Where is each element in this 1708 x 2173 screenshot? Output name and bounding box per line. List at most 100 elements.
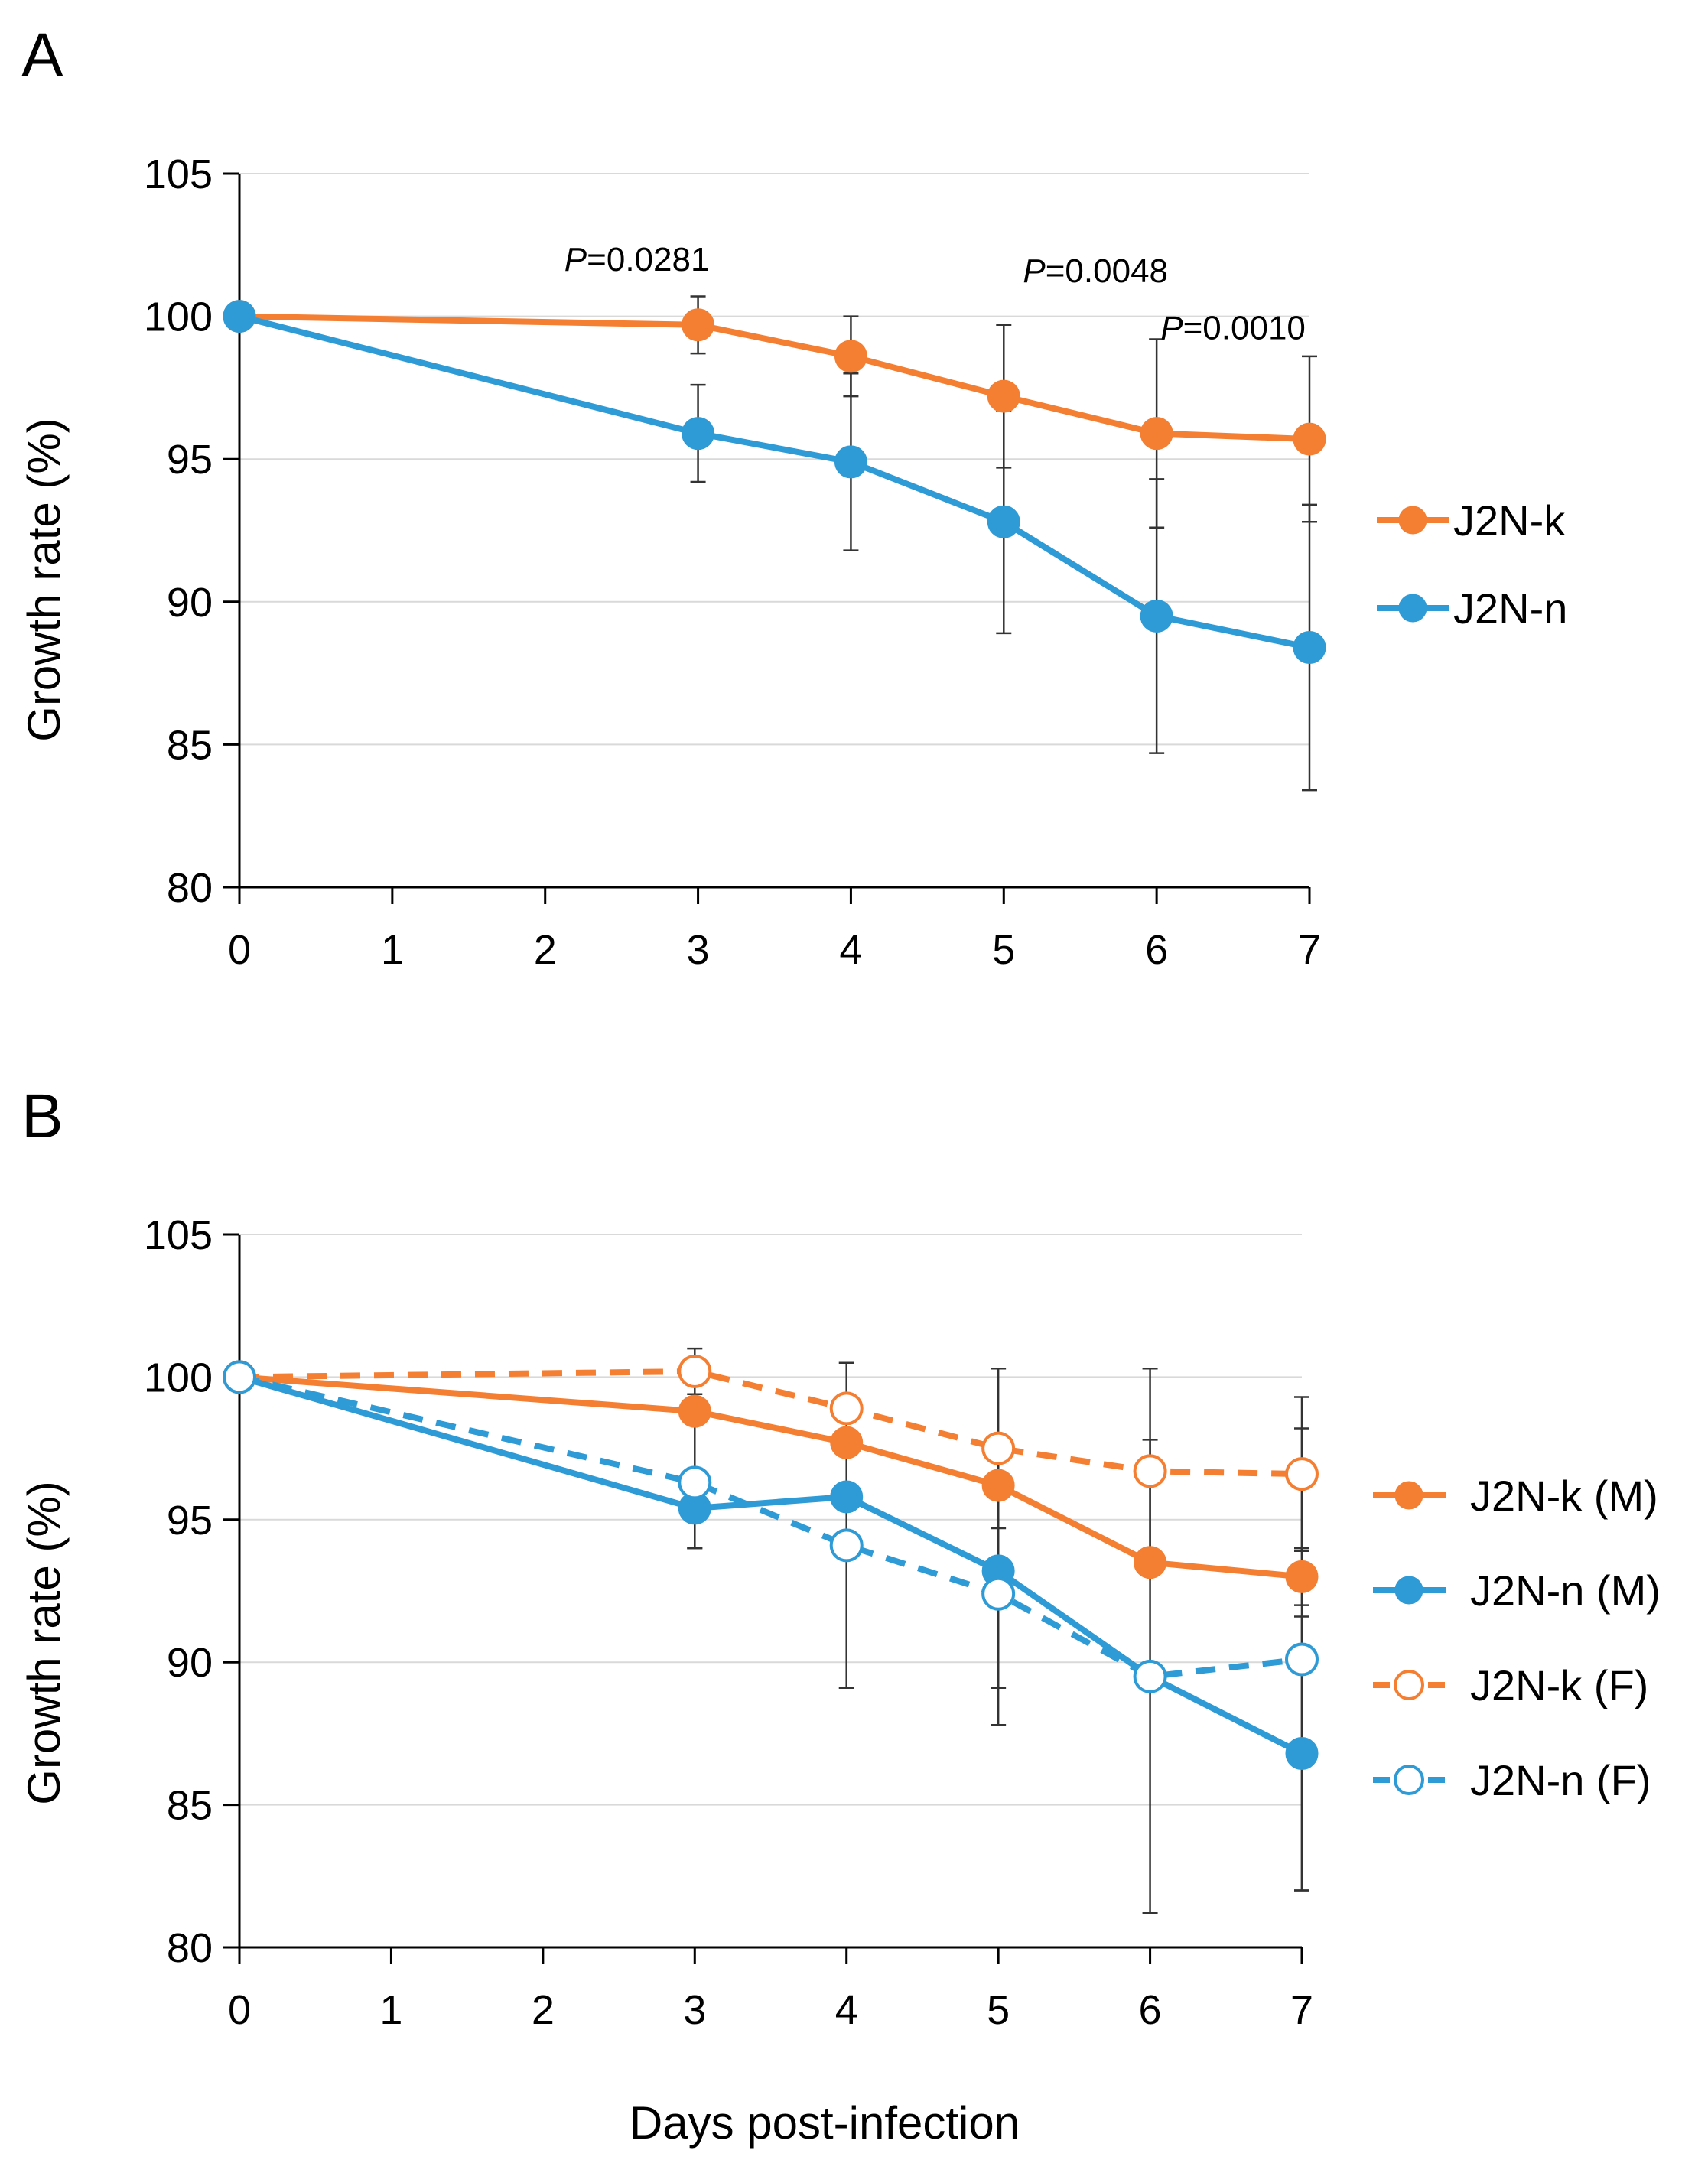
data-point [981,1576,1016,1611]
data-point [1285,1560,1319,1593]
legend-swatch-marker [1398,594,1427,623]
series-line [239,1368,1303,1478]
legend-label: J2N-k [1453,496,1566,545]
data-point [1140,417,1173,451]
data-point [987,505,1020,538]
x-tick-label: 2 [534,927,557,973]
legend-item: J2N-n (F) [1373,1756,1651,1804]
panel-a: A Growth rate (%) 80 85 90 95 100 105 0 1 2 3 4 5 6 7… [18,21,1567,973]
x-tick-label: 1 [379,1987,402,2033]
y-tick-label: 105 [144,1212,213,1258]
data-point [223,300,256,333]
x-tick-label: 7 [1298,927,1321,973]
data-point [682,417,715,451]
legend-swatch-marker [1394,1670,1424,1700]
y-tick-label: 85 [167,722,213,768]
data-point [1133,1659,1167,1693]
x-tick-label: 5 [992,927,1015,973]
x-tick-label: 3 [683,1987,706,2033]
y-tick-label: 100 [144,294,213,340]
legend-swatch-marker [1398,506,1427,535]
x-tick-label: 1 [381,927,404,973]
legend-item: J2N-n [1377,584,1567,633]
data-point [1293,631,1326,665]
legend-label: J2N-n (M) [1470,1566,1661,1615]
data-point [1285,1457,1319,1491]
series-line [239,313,1310,443]
p-value-number: =0.0281 [587,241,709,278]
p-value-symbol: P [1160,309,1183,346]
panel-b-y-axis-title: Growth rate (%) [18,1481,70,1804]
data-point [223,1360,256,1394]
legend-label: J2N-k (F) [1470,1661,1648,1709]
panel-a-legend: J2N-k J2N-n [1377,496,1567,633]
data-point [834,445,867,479]
y-tick-label: 85 [167,1783,213,1829]
series-line [239,313,1310,651]
panel-a-y-axis-title: Growth rate (%) [18,418,70,741]
data-point [682,308,715,342]
y-tick-label: 90 [167,580,213,626]
series-line [239,1374,1303,1580]
x-tick-label: 2 [532,1987,555,2033]
data-point [1140,599,1173,633]
data-point [830,1426,864,1459]
y-tick-label: 80 [167,865,213,911]
x-tick-label: 4 [839,927,862,973]
p-value-number: =0.0010 [1183,309,1306,346]
y-tick-label: 90 [167,1640,213,1686]
data-point [1133,1454,1167,1488]
data-point [981,1431,1016,1465]
x-tick-label: 5 [987,1987,1010,2033]
x-axis-title: Days post-infection [630,2097,1020,2149]
legend-item: J2N-k (F) [1373,1661,1648,1709]
panel-b: B Growth rate (%) 80 85 90 95 100 105 0 1 2 3 4 5 6 7… [18,1082,1661,2033]
data-point [1293,422,1326,456]
p-value-label: P=0.0010 [1160,309,1306,346]
y-tick-label: 95 [167,1498,213,1544]
x-tick-label: 0 [228,927,251,973]
x-tick-label: 0 [228,1987,251,2033]
x-tick-label: 4 [835,1987,858,2033]
data-point [1285,1642,1319,1677]
p-value-label: P=0.0048 [1023,252,1168,290]
data-point [678,1394,711,1428]
panel-b-letter: B [21,1082,63,1151]
legend-label: J2N-n [1453,584,1567,633]
data-point [830,1480,864,1514]
legend-swatch-marker [1394,1765,1424,1795]
data-point [834,340,867,373]
legend-item: J2N-k [1377,496,1566,545]
panel-b-legend: J2N-k (M) J2N-n (M) J2N-k (F) J2N-n (F) [1373,1472,1661,1804]
legend-label: J2N-n (F) [1470,1756,1651,1804]
y-tick-label: 95 [167,437,213,483]
p-value-label: P=0.0281 [564,241,710,278]
data-point [987,379,1020,413]
data-point [1285,1736,1319,1770]
p-value-number: =0.0048 [1046,252,1168,290]
legend-item: J2N-n (M) [1373,1566,1661,1615]
p-value-symbol: P [1023,252,1046,290]
data-point [829,1391,864,1426]
x-tick-label: 3 [687,927,710,973]
data-point [829,1528,864,1563]
data-point [678,1465,712,1500]
legend-swatch-marker [1394,1481,1423,1510]
series-line [238,1374,1303,1757]
data-point [1134,1546,1167,1579]
legend-label: J2N-k (M) [1470,1472,1658,1520]
x-tick-label: 6 [1145,927,1168,973]
panel-a-letter: A [21,21,63,90]
p-value-symbol: P [564,241,587,278]
x-tick-label: 6 [1139,1987,1162,2033]
data-point [981,1469,1015,1502]
series-line [239,1374,1303,1680]
y-tick-label: 100 [144,1355,213,1400]
panel-b-plot-area: 80 85 90 95 100 105 0 1 2 3 4 5 6 7 [144,1212,1319,2033]
y-tick-label: 105 [144,151,213,197]
y-tick-label: 80 [167,1925,213,1971]
legend-swatch-marker [1394,1576,1423,1605]
data-point [678,1354,712,1388]
